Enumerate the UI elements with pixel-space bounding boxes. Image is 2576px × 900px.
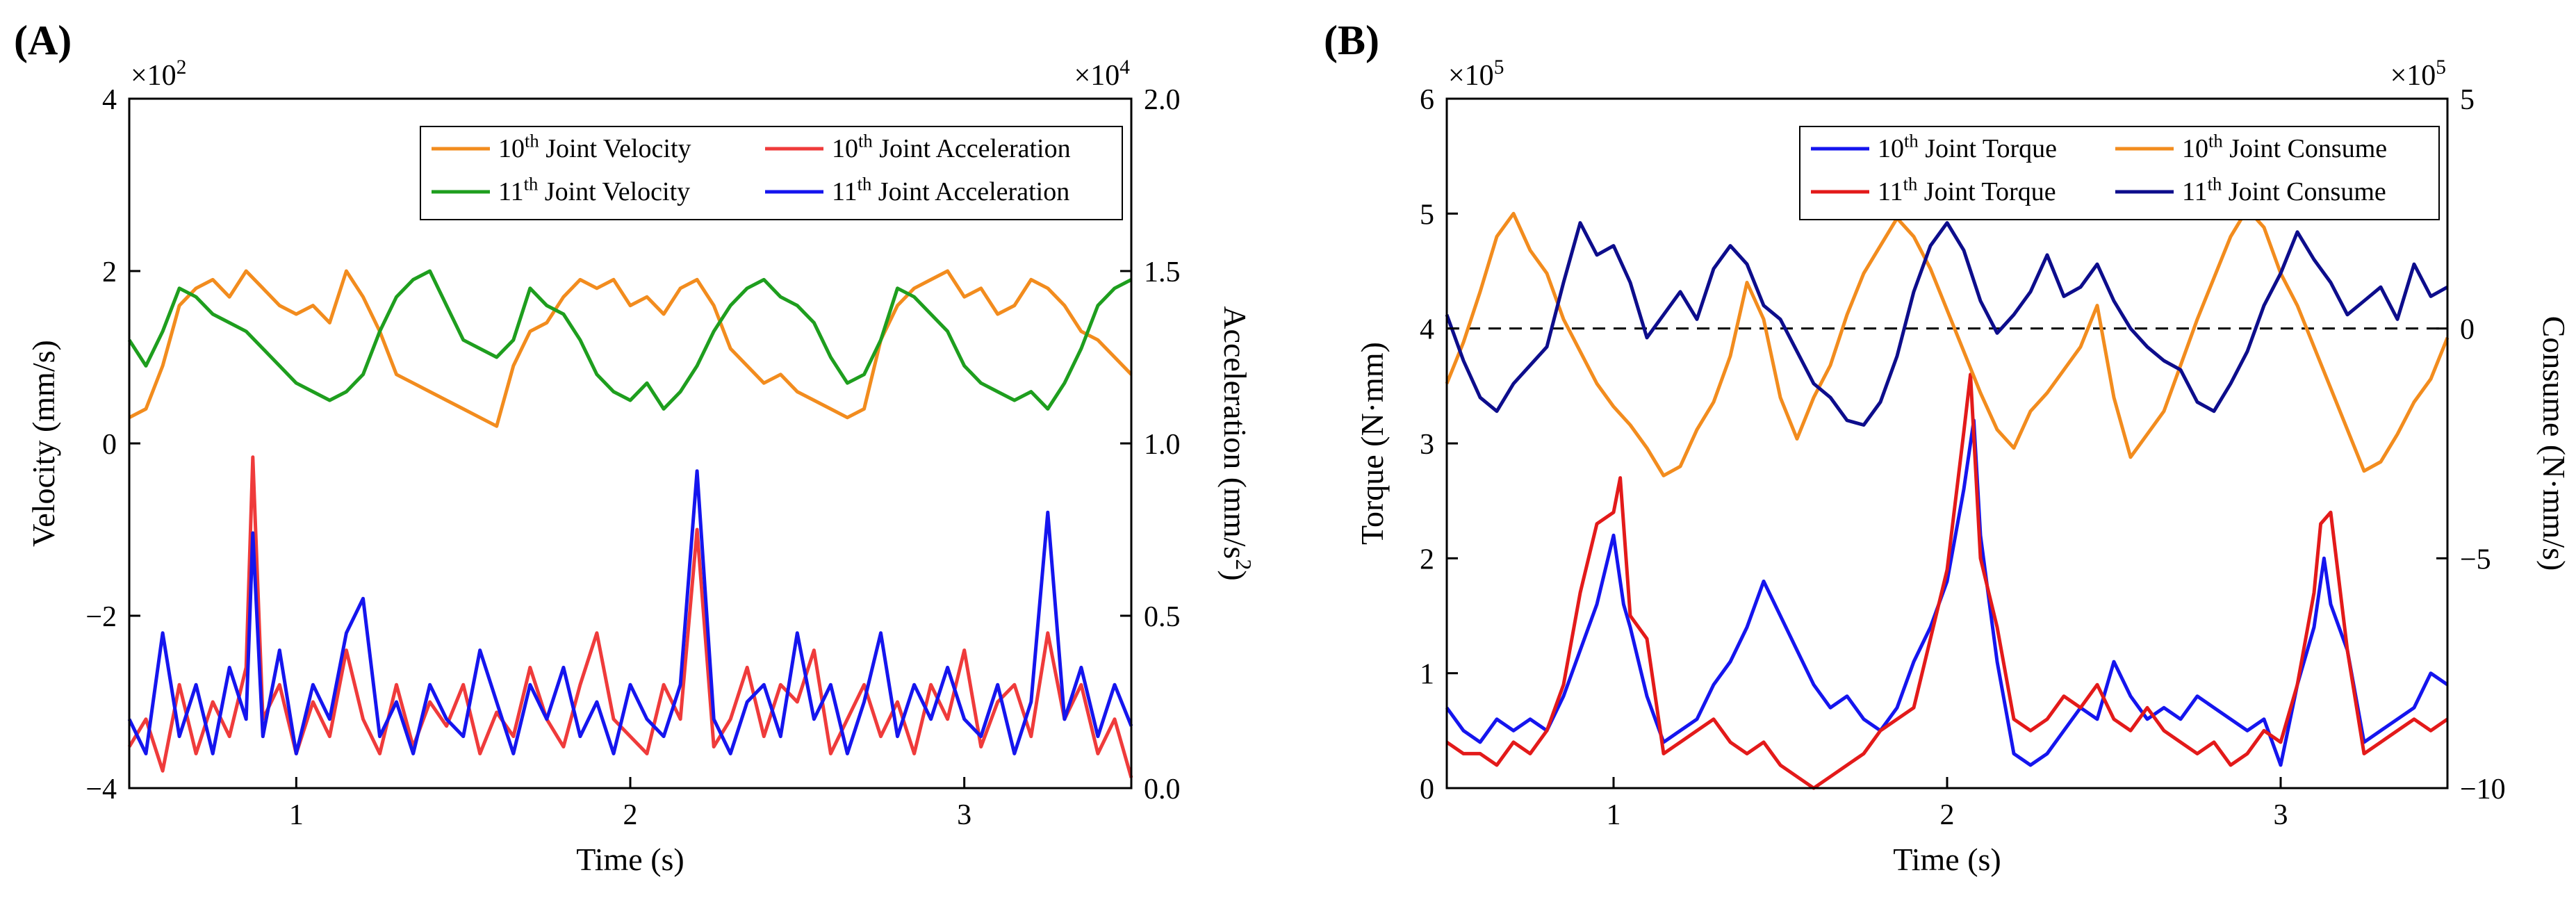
y-right-tick-label: 5 xyxy=(2460,84,2475,116)
x-tick-label: 2 xyxy=(623,799,638,831)
y-right-tick-label: −5 xyxy=(2460,543,2491,575)
series-line-4 xyxy=(127,469,1133,755)
left-axis-multiplier: ×105 xyxy=(1448,56,1504,92)
series-line-1 xyxy=(128,269,1133,428)
y-tick-label: 4 xyxy=(1420,314,1434,346)
y-tick-label: 0 xyxy=(1420,774,1434,805)
panel-label: (B) xyxy=(1324,17,1379,63)
panel-b: (B) 1 2 3 0 1 2 3 4 5 6 −10 −5 0 5 ×105 ×105 Time (s) Torq… xyxy=(1324,17,2572,877)
y-tick-label: 3 xyxy=(1420,429,1434,461)
series-line-2 xyxy=(1445,373,2449,790)
y-right-tick-label: −10 xyxy=(2460,774,2506,805)
panel-label: (A) xyxy=(14,17,72,63)
x-tick-label: 2 xyxy=(1940,799,1955,831)
y-tick-label: 0 xyxy=(102,429,117,461)
x-tick-label: 1 xyxy=(289,799,304,831)
legend-entry: 10th Joint Velocity xyxy=(498,131,691,163)
left-axis-multiplier: ×102 xyxy=(131,56,186,92)
legend-entry: 11th Joint Acceleration xyxy=(832,174,1069,206)
legend-entry: 10th Joint Consume xyxy=(2182,131,2387,163)
y-tick-label: −4 xyxy=(85,774,117,805)
y-right-axis-label: Acceleration (mm/s2) xyxy=(1217,306,1256,580)
x-tick-label: 1 xyxy=(1607,799,1621,831)
legend: 10th Joint Velocity 10th Joint Accelerati… xyxy=(420,126,1123,220)
y-tick-label: 2 xyxy=(102,256,117,288)
y-tick-label: 1 xyxy=(1420,659,1434,691)
legend-box xyxy=(420,126,1123,220)
y-right-tick-label: 1.0 xyxy=(1144,429,1181,461)
y-axis-label: Torque (N·mm) xyxy=(1354,342,1390,545)
y-right-tick-label: 1.5 xyxy=(1144,256,1181,288)
legend-box xyxy=(1799,126,2440,220)
y-tick-label: 6 xyxy=(1420,84,1434,116)
right-axis-multiplier: ×104 xyxy=(1074,56,1131,92)
legend-entry: 11th Joint Torque xyxy=(1878,174,2056,206)
y-right-tick-label: 2.0 xyxy=(1144,84,1181,116)
legend-entry: 10th Joint Torque xyxy=(1878,131,2057,163)
y-tick-label: 5 xyxy=(1420,199,1434,231)
x-tick-label: 3 xyxy=(957,799,971,831)
right-axis-multiplier: ×105 xyxy=(2390,56,2446,92)
series-line-1 xyxy=(1445,418,2449,767)
x-axis-label: Time (s) xyxy=(1893,842,2001,877)
legend-entry: 11th Joint Velocity xyxy=(498,174,690,206)
legend-entry: 11th Joint Consume xyxy=(2182,174,2386,206)
y-right-axis-label: Consume (N·mm/s) xyxy=(2536,316,2572,571)
y-right-tick-label: 0 xyxy=(2460,314,2475,346)
series-line-2 xyxy=(127,269,1133,411)
y-right-tick-label: 0.5 xyxy=(1144,601,1181,633)
x-axis-label: Time (s) xyxy=(576,842,684,877)
legend: 10th Joint Torque 10th Joint Consume 11th … xyxy=(1799,126,2440,220)
x-tick-label: 3 xyxy=(2274,799,2288,831)
series-line-3 xyxy=(1445,207,2450,477)
series-line-3 xyxy=(127,455,1133,778)
y-tick-label: −2 xyxy=(85,601,117,633)
y-axis-label: Velocity (mm/s) xyxy=(26,340,61,547)
y-tick-label: 4 xyxy=(102,84,117,116)
y-right-tick-label: 0.0 xyxy=(1144,774,1181,805)
y-tick-label: 2 xyxy=(1420,543,1434,575)
series-line-4 xyxy=(1445,221,2449,427)
panel-a: (A) 1 2 3 −4 −2 0 2 4 0.0 0.5 1.0 1.5 2.0 ×102 ×104 Time… xyxy=(14,17,1256,877)
legend-entry: 10th Joint Acceleration xyxy=(832,131,1071,163)
